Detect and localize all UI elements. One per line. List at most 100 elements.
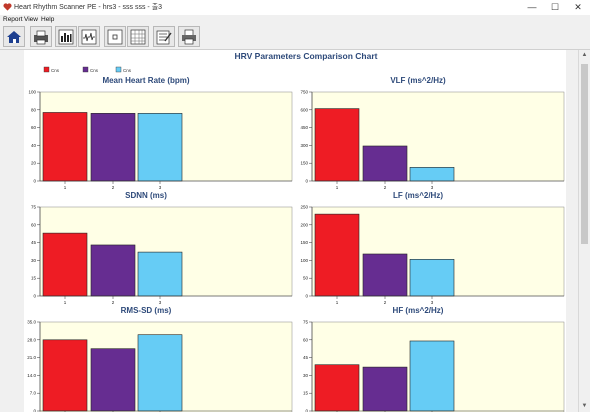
x-tick-label: 3: [431, 300, 434, 305]
y-tick-label: 14.0: [27, 373, 36, 378]
y-tick-label: 100: [300, 258, 308, 263]
x-tick-label: 1: [64, 185, 67, 190]
y-tick-label: 7.0: [30, 391, 37, 396]
x-tick-label: 3: [431, 185, 434, 190]
y-tick-label: 0: [33, 294, 36, 299]
notes-button[interactable]: [153, 26, 175, 47]
x-tick-label: 2: [384, 185, 387, 190]
chart-title-2: VLF (ms^2/Hz): [390, 76, 446, 85]
app-heart-icon: [3, 3, 12, 11]
y-tick-label: 750: [300, 90, 308, 95]
y-tick-label: 150: [300, 240, 308, 245]
y-tick-label: 30: [31, 258, 37, 263]
chart-title-3: SDNN (ms): [125, 191, 167, 200]
menu-help[interactable]: Help: [41, 16, 55, 23]
y-tick-label: 0: [305, 294, 308, 299]
legend-label-1: Cns: [51, 68, 60, 73]
scroll-down-icon[interactable]: ▼: [581, 403, 588, 409]
bar-2-2: [362, 145, 408, 182]
y-tick-label: 0: [305, 179, 308, 184]
scroll-up-icon[interactable]: ▲: [581, 52, 588, 58]
bar-6-3: [409, 340, 455, 412]
y-tick-label: 150: [300, 161, 308, 166]
legend-swatch-3: [115, 66, 122, 73]
grid-table-icon: [130, 29, 146, 45]
print-report-icon: [34, 30, 48, 45]
grid-table-button[interactable]: [127, 26, 149, 47]
bar-chart-button[interactable]: [55, 26, 77, 47]
vertical-scrollbar[interactable]: ▲ ▼: [578, 50, 590, 412]
y-tick-label: 50: [303, 276, 309, 281]
chart-panel-1: Mean Heart Rate (bpm) 0 20 40 60 80 100 1 2 3: [28, 76, 293, 190]
y-tick-label: 0: [33, 179, 36, 184]
bar-6-1: [314, 364, 360, 412]
legend-label-2: Cns: [90, 68, 99, 73]
bar-chart-icon: [58, 29, 74, 45]
legend-swatch-1: [43, 66, 50, 73]
printer-icon: [182, 29, 196, 45]
frame-icon: [107, 29, 123, 45]
bar-1-2: [90, 113, 136, 182]
close-button[interactable]: ✕: [574, 2, 582, 12]
y-tick-label: 21.0: [27, 355, 36, 360]
x-tick-label: 1: [64, 300, 67, 305]
y-tick-label: 0: [305, 409, 308, 412]
minimize-button[interactable]: —: [527, 2, 537, 12]
y-tick-label: 40: [31, 143, 37, 148]
print-report-button[interactable]: [30, 26, 52, 47]
y-tick-label: 75: [31, 205, 37, 210]
bar-6-2: [362, 366, 408, 412]
chart-panel-4: LF (ms^2/Hz) 0 50 100 150 200 250 1 2 3: [300, 191, 565, 305]
y-tick-label: 60: [31, 125, 37, 130]
report-canvas[interactable]: HRV Parameters Comparison Chart Cns Cns Cn…: [24, 50, 566, 412]
legend-swatch-2: [82, 66, 89, 73]
chart-panel-2: VLF (ms^2/Hz) 0 150 300 450 600 750 1 2 3: [300, 76, 565, 190]
y-tick-label: 600: [300, 107, 308, 112]
bar-5-1: [42, 339, 88, 412]
bar-3-2: [90, 244, 136, 297]
bar-2-1: [314, 108, 360, 182]
x-tick-label: 3: [159, 300, 162, 305]
x-tick-label: 3: [159, 185, 162, 190]
chart-title-4: LF (ms^2/Hz): [393, 191, 443, 200]
y-tick-label: 300: [300, 143, 308, 148]
y-tick-label: 20: [31, 161, 37, 166]
x-tick-label: 1: [336, 300, 339, 305]
chart-title-6: HF (ms^2/Hz): [393, 306, 444, 315]
bar-1-1: [42, 112, 88, 182]
chart-panel-3: SDNN (ms) 0 15 30 45 60 75 1 2 3: [31, 191, 293, 305]
frame-button[interactable]: [104, 26, 126, 47]
y-tick-label: 200: [300, 222, 308, 227]
bar-3-1: [42, 232, 88, 297]
x-tick-label: 2: [112, 300, 115, 305]
bar-5-2: [90, 348, 136, 412]
scroll-thumb[interactable]: [581, 64, 588, 244]
waveform-button[interactable]: [78, 26, 100, 47]
maximize-button[interactable]: ☐: [550, 2, 560, 12]
y-tick-label: 0: [33, 409, 36, 412]
bar-1-3: [137, 113, 183, 182]
printer-button[interactable]: [178, 26, 200, 47]
y-tick-label: 35.0: [27, 320, 36, 325]
x-tick-label: 2: [112, 185, 115, 190]
bar-3-3: [137, 251, 183, 297]
left-margin: [0, 50, 24, 412]
legend-label-3: Cns: [123, 68, 132, 73]
y-tick-label: 75: [303, 320, 309, 325]
home-icon: [7, 31, 21, 43]
menu-view[interactable]: View: [24, 16, 38, 23]
menu-bar: Report View Help: [0, 15, 590, 25]
title-bar: Heart Rhythm Scanner PE - hrs3 - sss sss…: [0, 0, 590, 15]
y-tick-label: 250: [300, 205, 308, 210]
y-tick-label: 15: [303, 391, 309, 396]
bar-2-3: [409, 167, 455, 182]
chart-title-1: Mean Heart Rate (bpm): [102, 76, 189, 85]
bar-5-3: [137, 334, 183, 412]
y-tick-label: 45: [31, 240, 37, 245]
menu-report[interactable]: Report: [3, 16, 23, 23]
waveform-icon: [81, 29, 97, 45]
home-button[interactable]: [3, 26, 25, 47]
